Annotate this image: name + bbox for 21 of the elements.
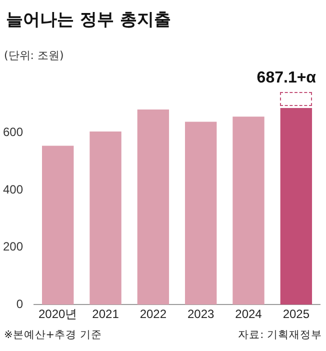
x-tick-label: 2022 [140,307,167,322]
y-tick-label: 600 [2,125,24,140]
bar [42,146,74,305]
bar [232,116,264,305]
text: ※본예산+추경 기준 [4,328,102,342]
data-label: 687.1+α [256,69,316,86]
x-tick-label: 2020년 [38,307,78,322]
x-tick-label: 2024 [235,307,262,322]
bar [137,109,170,305]
chart-title: 늘어나는 정부 총지출 [6,9,171,31]
x-tick-label: 2021 [92,307,120,322]
y-tick-label: 0 [16,296,24,311]
y-axis-title: (단위: 조원) [4,48,64,63]
bar [280,108,312,305]
bar [90,131,122,305]
x-tick-label: 2025 [282,307,310,322]
x-tick-label: 2023 [187,307,215,322]
bar [184,122,217,305]
text: 자료: 기획재정부 [238,328,322,342]
y-tick-label: 200 [2,240,24,254]
y-tick-label: 400 [2,182,24,196]
